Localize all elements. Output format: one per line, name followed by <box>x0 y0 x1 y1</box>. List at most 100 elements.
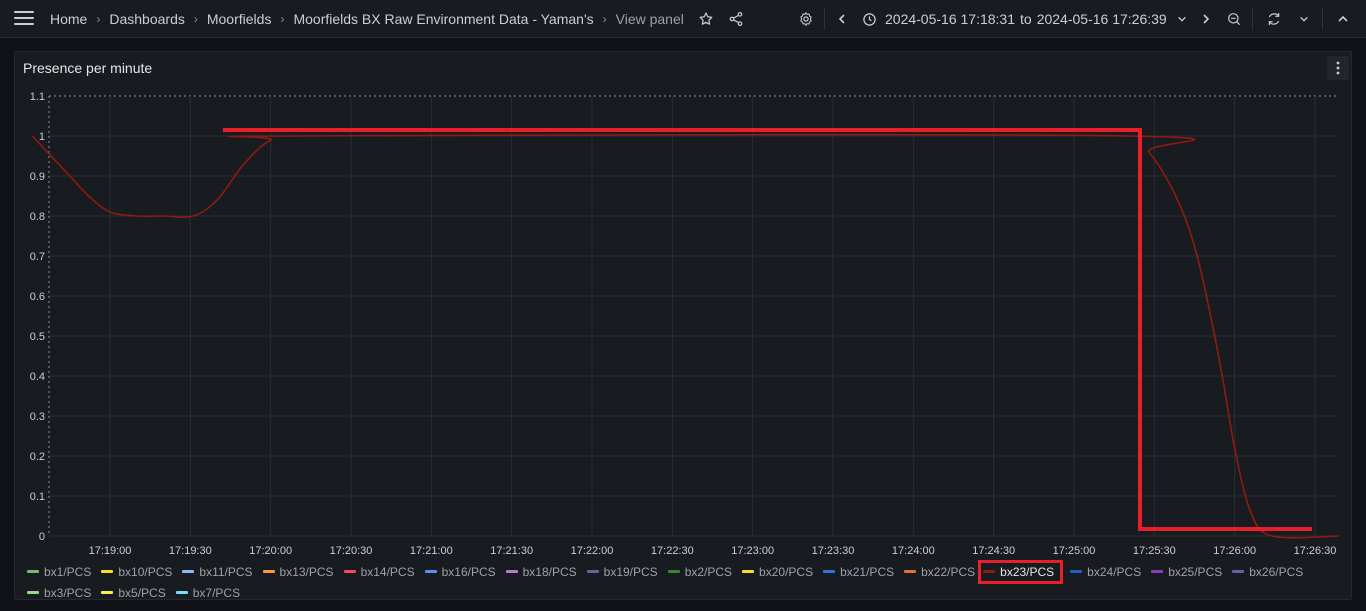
chevron-right-icon[interactable] <box>1196 9 1216 29</box>
chevron-up-icon[interactable] <box>1333 9 1353 29</box>
red-annotation-overlay <box>223 128 1312 531</box>
legend-swatch <box>182 570 195 573</box>
legend-label: bx24/PCS <box>1087 564 1142 579</box>
legend-label: bx19/PCS <box>603 564 658 579</box>
series-line-bx23-pcs <box>31 133 1340 539</box>
breadcrumb: Home › Dashboards › Moorfields › Moorfie… <box>50 0 744 38</box>
breadcrumb-home[interactable]: Home <box>50 11 88 27</box>
hamburger-icon[interactable] <box>14 11 34 27</box>
x-tick-label: 17:22:30 <box>651 545 694 557</box>
legend-item-bx18-pcs[interactable]: bx18/PCS <box>505 565 577 579</box>
legend-row: bx3/PCS bx5/PCS bx7/PCS <box>27 582 1347 603</box>
time-range-to: 2024-05-16 17:26:39 <box>1036 11 1167 27</box>
x-tick-label: 17:21:00 <box>410 545 453 557</box>
legend-swatch <box>27 591 39 594</box>
legend-item-bx13-pcs[interactable]: bx13/PCS <box>262 564 334 579</box>
x-tick-label: 17:25:30 <box>1133 545 1176 557</box>
y-tick-label: 0.4 <box>30 371 45 383</box>
zoom-out-icon[interactable] <box>1224 9 1244 29</box>
legend-swatch <box>343 570 356 573</box>
chart-legend: bx1/PCS bx10/PCS bx11/PCS bx13/PCS bx14/PCS b… <box>27 559 1347 603</box>
top-navbar: Home › Dashboards › Moorfields › Moorfie… <box>0 0 1366 38</box>
share-icon[interactable] <box>728 11 744 27</box>
x-tick-label: 17:26:00 <box>1213 545 1256 557</box>
legend-swatch <box>742 570 755 573</box>
legend-swatch <box>101 570 114 573</box>
time-series-chart[interactable]: 0 0.1 0.2 0.3 0.4 0.5 0.6 0.7 0.8 0.9 1 1.1 17:19:00… <box>15 52 1353 557</box>
legend-swatch <box>983 570 996 573</box>
legend-label: bx3/PCS <box>44 585 92 600</box>
breadcrumb-separator-icon: › <box>280 12 285 26</box>
x-tick-label: 17:26:30 <box>1294 545 1337 557</box>
y-tick-label: 0.6 <box>30 291 45 303</box>
legend-label: bx16/PCS <box>441 564 496 579</box>
legend-item-bx19-pcs[interactable]: bx19/PCS <box>586 564 658 579</box>
legend-item-bx14-pcs[interactable]: bx14/PCS <box>343 564 415 579</box>
legend-label: bx7/PCS <box>192 585 241 600</box>
breadcrumb-dashboards[interactable]: Dashboards <box>109 11 185 27</box>
legend-item-bx22-pcs[interactable]: bx22/PCS <box>904 565 975 579</box>
x-tick-label: 17:19:30 <box>169 545 212 557</box>
y-tick-label: 0.3 <box>30 411 45 423</box>
legend-item-bx25-pcs[interactable]: bx25/PCS <box>1151 565 1222 579</box>
legend-item-bx3-pcs[interactable]: bx3/PCS <box>27 586 91 600</box>
legend-item-bx1-pcs[interactable]: bx1/PCS <box>27 565 91 579</box>
x-tick-label: 17:25:00 <box>1053 545 1096 557</box>
breadcrumb-separator-icon: › <box>193 12 198 26</box>
x-tick-label: 17:19:00 <box>89 545 132 557</box>
refresh-interval-chevron-down-icon[interactable] <box>1294 9 1314 29</box>
legend-label: bx2/PCS <box>684 564 733 579</box>
x-tick-label: 17:22:00 <box>571 545 614 557</box>
legend-label: bx13/PCS <box>279 564 334 579</box>
legend-swatch <box>101 591 114 594</box>
breadcrumb-folder[interactable]: Moorfields <box>206 11 272 27</box>
legend-item-bx21-pcs[interactable]: bx21/PCS <box>823 565 894 579</box>
legend-item-bx10-pcs[interactable]: bx10/PCS <box>101 565 172 579</box>
legend-swatch <box>27 570 39 573</box>
gear-icon[interactable] <box>796 9 816 29</box>
panel-title: Presence per minute <box>23 60 153 76</box>
legend-label: bx1/PCS <box>44 564 92 579</box>
legend-item-bx2-pcs[interactable]: bx2/PCS <box>667 564 733 579</box>
kebab-menu-icon[interactable] <box>1327 56 1349 80</box>
x-tick-label: 17:21:30 <box>490 545 533 557</box>
legend-item-bx23-pcs[interactable]: bx23/PCS <box>978 559 1064 584</box>
legend-item-bx16-pcs[interactable]: bx16/PCS <box>424 564 496 579</box>
legend-label: bx5/PCS <box>118 585 166 600</box>
y-tick-label: 0.5 <box>30 331 45 343</box>
time-range-to-word: to <box>1020 11 1032 27</box>
legend-item-bx11-pcs[interactable]: bx11/PCS <box>182 565 253 579</box>
legend-swatch <box>667 570 680 573</box>
legend-item-bx7-pcs[interactable]: bx7/PCS <box>175 585 241 600</box>
refresh-icon[interactable] <box>1264 9 1284 29</box>
legend-swatch <box>262 570 275 573</box>
breadcrumb-dashboard[interactable]: Moorfields BX Raw Environment Data - Yam… <box>293 11 594 27</box>
legend-item-bx5-pcs[interactable]: bx5/PCS <box>101 585 166 600</box>
legend-label: bx10/PCS <box>118 564 173 579</box>
time-range-from: 2024-05-16 17:18:31 <box>885 11 1015 27</box>
legend-label: bx14/PCS <box>360 564 415 579</box>
time-range-picker[interactable]: 2024-05-16 17:18:31 to 2024-05-16 17:26:… <box>862 0 1187 38</box>
y-tick-label: 0.8 <box>30 211 45 223</box>
y-tick-label: 0.7 <box>30 251 45 263</box>
y-tick-label: 0.1 <box>30 491 45 503</box>
star-icon[interactable] <box>698 11 714 27</box>
x-tick-label: 17:20:30 <box>330 545 373 557</box>
legend-swatch <box>175 591 188 594</box>
legend-label: bx25/PCS <box>1168 564 1223 579</box>
legend-item-bx26-pcs[interactable]: bx26/PCS <box>1232 565 1303 579</box>
legend-swatch <box>1070 570 1083 573</box>
legend-swatch <box>1232 570 1245 573</box>
chevron-left-icon[interactable] <box>832 9 852 29</box>
breadcrumb-separator-icon: › <box>602 12 607 26</box>
chevron-down-icon[interactable] <box>1177 14 1187 24</box>
y-tick-label: 0.2 <box>30 451 45 463</box>
legend-item-bx20-pcs[interactable]: bx20/PCS <box>742 565 813 579</box>
legend-label: bx26/PCS <box>1249 564 1304 579</box>
legend-swatch <box>904 570 917 573</box>
legend-row: bx1/PCS bx10/PCS bx11/PCS bx13/PCS bx14/PCS b… <box>27 559 1347 584</box>
legend-item-bx24-pcs[interactable]: bx24/PCS <box>1070 565 1141 579</box>
legend-label: bx21/PCS <box>840 564 895 579</box>
y-tick-label: 1 <box>39 131 45 143</box>
clock-icon <box>862 12 877 27</box>
